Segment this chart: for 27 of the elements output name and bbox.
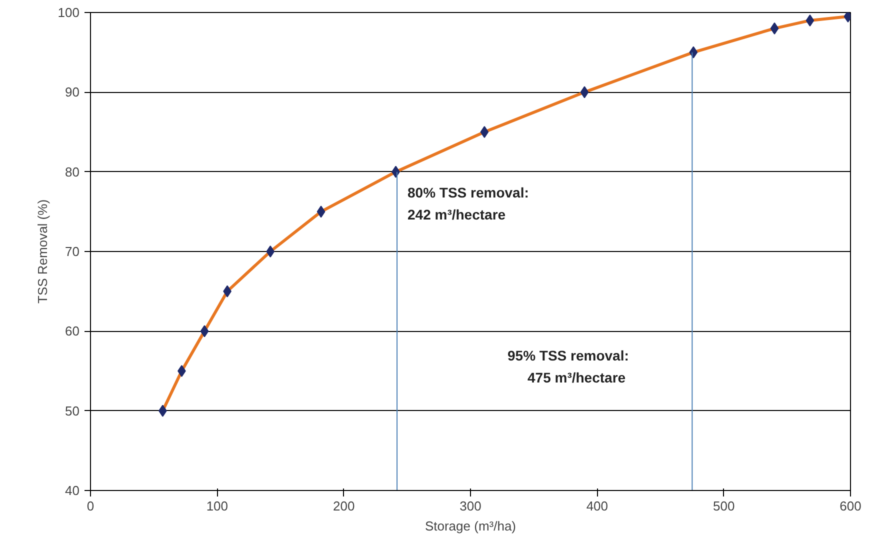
x-tick-label: 0 xyxy=(86,498,94,514)
y-tick-label: 80 xyxy=(65,164,80,180)
point xyxy=(178,365,186,377)
x-tick-label: 200 xyxy=(332,498,355,514)
point xyxy=(200,325,209,338)
x-tick-label: 100 xyxy=(206,498,228,514)
point xyxy=(316,206,326,218)
x-tick-label: 500 xyxy=(712,498,735,514)
point xyxy=(266,246,275,258)
y-tick-label: 40 xyxy=(65,483,80,498)
point xyxy=(580,86,589,98)
point xyxy=(806,14,814,26)
y-axis-title: TSS Removal (%) xyxy=(34,199,50,304)
y-tick-label: 70 xyxy=(65,244,80,259)
x-tick-label: 600 xyxy=(840,498,862,514)
x-axis-title: Storage (m³/ha) xyxy=(424,518,516,534)
x-tick-label: 400 xyxy=(586,498,608,514)
x-tick-label: 300 xyxy=(460,498,482,514)
y-tick-label: 100 xyxy=(58,5,80,20)
y-tick-label: 90 xyxy=(65,84,80,100)
annotation: 80% TSS removal: 242 m³/hectare xyxy=(408,184,529,222)
point xyxy=(770,22,779,34)
y-tick-label: 50 xyxy=(65,403,80,418)
point xyxy=(480,126,489,138)
y-tick-label: 60 xyxy=(65,324,80,339)
annotation: 95% TSS removal: 475 m³/hectare xyxy=(508,348,629,386)
point xyxy=(689,46,698,58)
